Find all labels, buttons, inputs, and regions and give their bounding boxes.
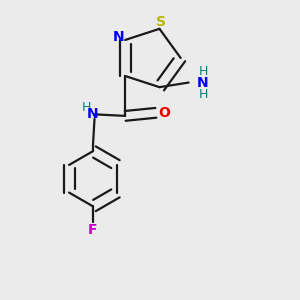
Text: F: F: [88, 223, 98, 237]
Text: H: H: [198, 88, 208, 101]
Text: N: N: [112, 30, 124, 44]
Text: N: N: [87, 107, 99, 122]
Text: H: H: [82, 101, 92, 114]
Text: N: N: [197, 76, 209, 90]
Text: O: O: [158, 106, 170, 120]
Text: S: S: [156, 15, 166, 29]
Text: H: H: [198, 65, 208, 78]
